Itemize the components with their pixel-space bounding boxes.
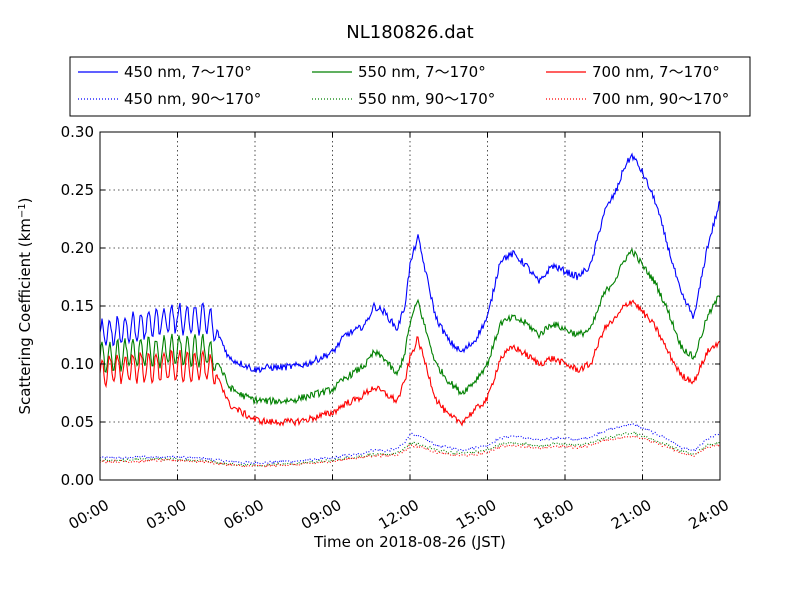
x-tick-label: 24:00 <box>686 496 732 533</box>
y-axis-label-text: Scattering Coefficient (km <box>16 218 34 414</box>
x-tick-label: 00:00 <box>66 496 112 533</box>
plot-area <box>99 152 721 468</box>
legend-label: 450 nm, 7～170° <box>124 63 252 81</box>
y-axis-label-sup: −1 <box>17 203 28 218</box>
series-line <box>99 431 721 467</box>
y-tick-label: 0.25 <box>61 181 94 199</box>
series-line <box>99 423 721 465</box>
x-axis-label: Time on 2018-08-26 (JST) <box>313 533 506 551</box>
legend-box <box>69 56 751 117</box>
y-axis-label: Scattering Coefficient (km−1) <box>16 197 34 414</box>
y-axis-label-close: ) <box>16 197 34 203</box>
legend-label: 450 nm, 90～170° <box>124 90 261 108</box>
series-line <box>99 152 721 374</box>
x-tick-label: 12:00 <box>376 496 422 533</box>
legend-label: 700 nm, 7～170° <box>592 63 720 81</box>
x-tick-label: 18:00 <box>531 496 577 533</box>
y-tick-label: 0.20 <box>61 239 94 257</box>
series-line <box>99 247 721 406</box>
legend-label: 550 nm, 7～170° <box>358 63 486 81</box>
x-tick-label: 09:00 <box>298 496 344 533</box>
legend-label: 550 nm, 90～170° <box>358 90 495 108</box>
y-axis: 0.00 0.05 0.10 0.15 0.20 0.25 0.30 <box>61 123 720 489</box>
y-tick-label: 0.15 <box>61 297 94 315</box>
x-tick-label: 06:00 <box>221 496 267 533</box>
legend: 450 nm, 7～170° 550 nm, 7～170° 700 nm, 7～17… <box>69 56 751 117</box>
x-axis: 00:00 03:00 06:00 09:00 12:00 15:00 18:00 21:00… <box>66 132 732 533</box>
y-tick-label: 0.10 <box>61 355 94 373</box>
legend-label: 700 nm, 90～170° <box>592 90 729 108</box>
x-tick-label: 03:00 <box>143 496 189 533</box>
series-line <box>99 299 721 427</box>
y-tick-label: 0.30 <box>61 123 94 141</box>
y-tick-label: 0.05 <box>61 413 94 431</box>
x-tick-label: 21:00 <box>608 496 654 533</box>
y-tick-label: 0.00 <box>61 471 94 489</box>
chart-title: NL180826.dat <box>346 22 473 43</box>
x-tick-label: 15:00 <box>453 496 499 533</box>
